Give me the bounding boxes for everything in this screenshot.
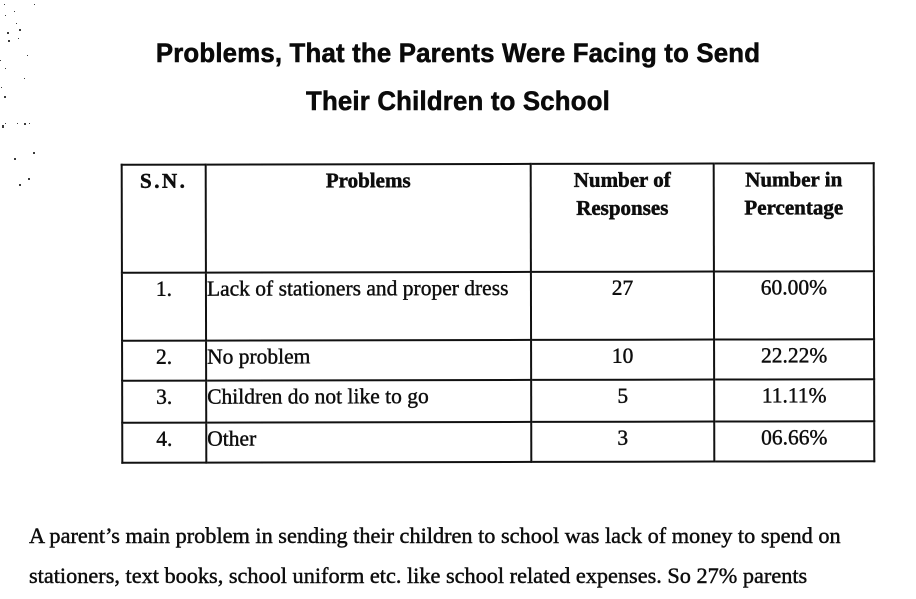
column-header-percentage: Number in Percentage [713,163,874,272]
column-header-responses: Number of Responses [530,163,714,272]
page-title-line-1: Problems, That the Parents Were Facing t… [155,38,761,69]
cell-problem: No problem [206,339,532,381]
problems-table: S.N. Problems Number of Responses Number… [121,162,876,464]
cell-sn: 3. [122,380,207,423]
cell-sn: 4. [122,422,207,463]
cell-percentage: 06.66% [714,421,875,462]
column-header-responses-line-1: Number of [573,167,671,192]
cell-problem: Other [206,421,532,463]
table-row: 1. Lack of stationers and proper dress 2… [121,271,875,341]
cell-percentage: 22.22% [714,339,875,380]
table-row: 4. Other 3 06.66% [122,421,875,463]
column-header-sn: S.N. [121,164,206,273]
cell-responses: 3 [531,421,715,462]
column-header-problems: Problems [205,163,531,273]
table-header-row: S.N. Problems Number of Responses Number… [121,163,874,273]
column-header-responses-line-2: Responses [576,195,669,221]
column-header-percentage-line-1: Number in [745,167,843,192]
column-header-percentage-line-2: Percentage [744,195,844,220]
paragraph-line-1: A parent’s main problem in sending their… [29,523,841,548]
paragraph-line-2: stationers, text books, school uniform e… [29,563,808,588]
cell-responses: 27 [530,271,715,340]
table-row: 3. Children do not like to go 5 11.11% [122,379,875,423]
cell-problem: Lack of stationers and proper dress [205,271,532,341]
cell-problem: Children do not like to go [206,379,532,423]
cell-sn: 1. [121,272,207,341]
table-row: 2. No problem 10 22.22% [122,339,875,381]
page-title-line-2: Their Children to School [306,86,610,117]
cell-sn: 2. [122,340,207,381]
cell-responses: 5 [531,379,715,422]
cell-percentage: 11.11% [714,379,875,422]
body-paragraph: A parent’s main problem in sending their… [29,516,892,596]
cell-percentage: 60.00% [713,271,875,340]
cell-responses: 10 [531,339,715,380]
